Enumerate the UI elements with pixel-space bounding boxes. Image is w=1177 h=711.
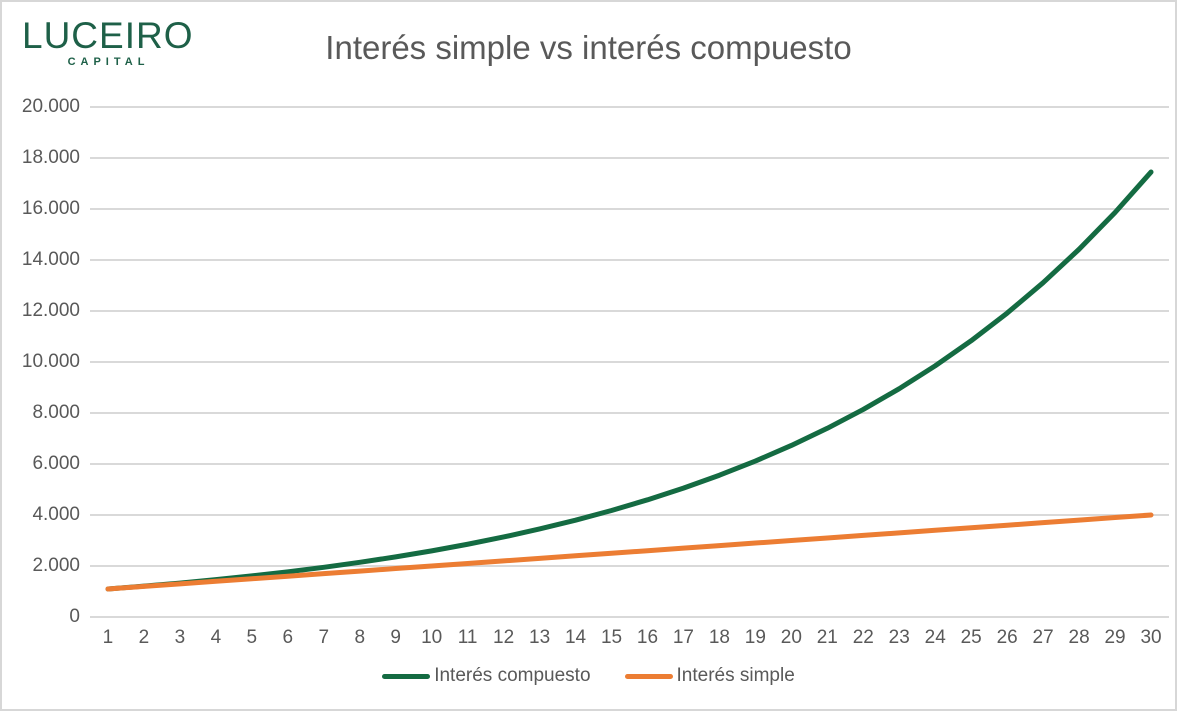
x-tick-label: 26 [996,627,1018,648]
x-tick-label: 4 [210,627,222,648]
brand-logo: LUCEIRO CAPITAL [22,15,194,69]
y-tick-label: 0 [69,606,80,627]
chart-legend: Interés compuesto Interés simple [2,664,1175,688]
x-tick-label: 20 [780,627,802,648]
x-tick-label: 11 [457,627,478,648]
x-tick-label: 9 [390,627,401,648]
y-tick-label: 14.000 [21,249,80,270]
brand-subtitle: CAPITAL [67,56,150,68]
y-tick-label: 18.000 [21,147,80,168]
x-tick-label: 24 [924,627,946,648]
legend-item-compound: Interés compuesto [382,664,591,688]
x-tick-label: 21 [816,627,838,648]
y-tick-label: 10.000 [21,351,80,372]
legend-label-simple: Interés simple [676,665,795,686]
simple-line-marker [624,673,673,679]
compound-interest-line [105,169,1154,592]
x-tick-label: 30 [1140,627,1162,648]
x-tick-label: 1 [102,627,114,648]
chart-title: Interés simple vs interés compuesto [325,29,852,66]
y-tick-label: 4.000 [32,504,80,525]
x-tick-label: 3 [174,627,186,648]
x-tick-label: 23 [888,627,910,648]
compound-line-marker [382,673,431,679]
x-tick-label: 29 [1104,627,1126,648]
x-tick-label: 7 [318,627,330,648]
x-tick-label: 27 [1032,627,1054,648]
x-tick-label: 2 [138,627,150,648]
x-tick-label: 6 [282,627,294,648]
x-tick-label: 16 [636,627,659,648]
x-tick-label: 19 [744,627,766,648]
x-tick-label: 8 [354,627,366,648]
y-tick-label: 12.000 [21,300,80,321]
brand-name: LUCEIRO [22,15,194,56]
x-tick-label: 22 [852,627,874,648]
x-tick-label: 28 [1068,627,1090,648]
y-tick-label: 8.000 [32,402,80,423]
x-tick-label: 25 [960,627,982,648]
y-tick-label: 16.000 [21,198,80,219]
legend-item-simple: Interés simple [624,664,795,688]
x-tick-label: 17 [672,627,694,648]
y-tick-label: 20.000 [21,96,80,117]
x-tick-label: 5 [246,627,258,648]
x-tick-label: 12 [493,627,515,648]
x-tick-label: 18 [708,627,730,648]
legend-label-compound: Interés compuesto [434,665,591,686]
x-tick-label: 14 [564,627,587,648]
simple-interest-line [105,512,1154,592]
y-tick-label: 2.000 [32,555,80,576]
x-tick-label: 13 [529,627,551,648]
y-tick-label: 6.000 [32,453,80,474]
x-tick-label: 15 [600,627,623,648]
x-tick-label: 10 [421,627,443,648]
